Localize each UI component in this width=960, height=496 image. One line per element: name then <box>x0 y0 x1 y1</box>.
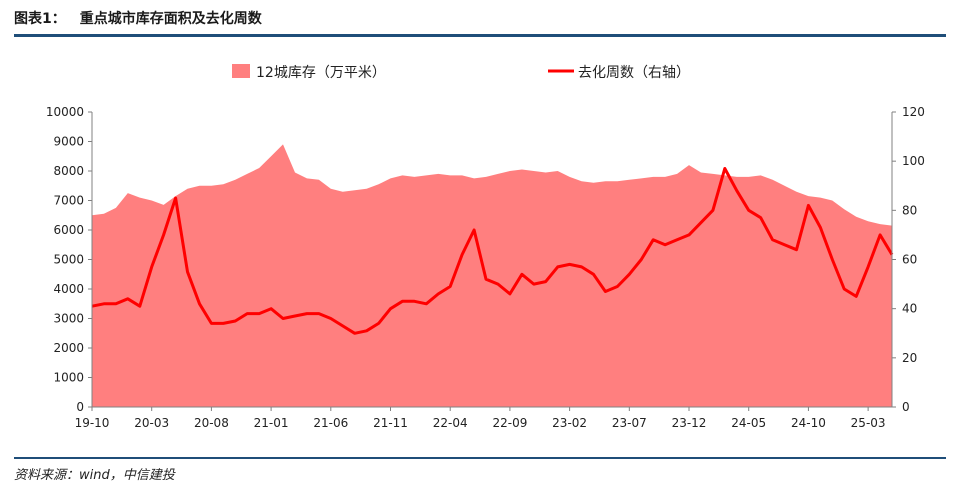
left-tick-label: 0 <box>76 400 84 414</box>
left-tick-label: 10000 <box>46 105 84 119</box>
left-tick-label: 8000 <box>53 164 84 178</box>
left-tick-label: 6000 <box>53 223 84 237</box>
left-tick-label: 9000 <box>53 135 84 149</box>
right-tick-label: 120 <box>902 105 925 119</box>
x-tick-label: 22-04 <box>433 416 468 430</box>
x-tick-label: 23-07 <box>612 416 647 430</box>
legend: 12城库存（万平米） 去化周数（右轴） <box>232 64 690 81</box>
legend-area-swatch <box>232 64 250 78</box>
top-rule <box>14 34 946 37</box>
x-tick-label: 20-08 <box>194 416 229 430</box>
right-tick-label: 100 <box>902 154 925 168</box>
x-tick-label: 24-05 <box>731 416 766 430</box>
right-tick-label: 20 <box>902 351 917 365</box>
legend-area-label: 12城库存（万平米） <box>256 65 386 81</box>
figure-title-text: 重点城市库存面积及去化周数 <box>79 11 262 27</box>
x-tick-label: 19-10 <box>75 416 110 430</box>
figure-title: 图表1： 重点城市库存面积及去化周数 <box>14 8 262 28</box>
source-note: 资料来源：wind，中信建投 <box>14 468 175 483</box>
inventory-area <box>92 144 892 407</box>
left-tick-label: 2000 <box>53 341 84 355</box>
x-tick-label: 20-03 <box>134 416 169 430</box>
left-tick-label: 7000 <box>53 194 84 208</box>
x-tick-label: 21-06 <box>313 416 348 430</box>
right-tick-label: 60 <box>902 253 917 267</box>
legend-line-label: 去化周数（右轴） <box>578 65 690 81</box>
x-tick-label: 21-01 <box>254 416 289 430</box>
left-tick-label: 4000 <box>53 282 84 296</box>
absorption-weeks-line <box>91 167 894 335</box>
x-tick-label: 24-10 <box>791 416 826 430</box>
left-tick-label: 3000 <box>53 312 84 326</box>
x-tick-label: 21-11 <box>373 416 408 430</box>
left-tick-label: 1000 <box>53 371 84 385</box>
x-tick-label: 25-03 <box>851 416 886 430</box>
right-tick-label: 40 <box>902 302 917 316</box>
x-tick-label: 23-12 <box>672 416 707 430</box>
x-tick-label: 22-09 <box>492 416 527 430</box>
x-tick-label: 23-02 <box>552 416 587 430</box>
plot-area: 0100020003000400050006000700080009000100… <box>46 105 925 430</box>
left-tick-label: 5000 <box>53 253 84 267</box>
figure-number: 图表1： <box>14 11 66 27</box>
bottom-rule <box>14 457 946 459</box>
right-tick-label: 80 <box>902 203 917 217</box>
right-tick-label: 0 <box>902 400 910 414</box>
